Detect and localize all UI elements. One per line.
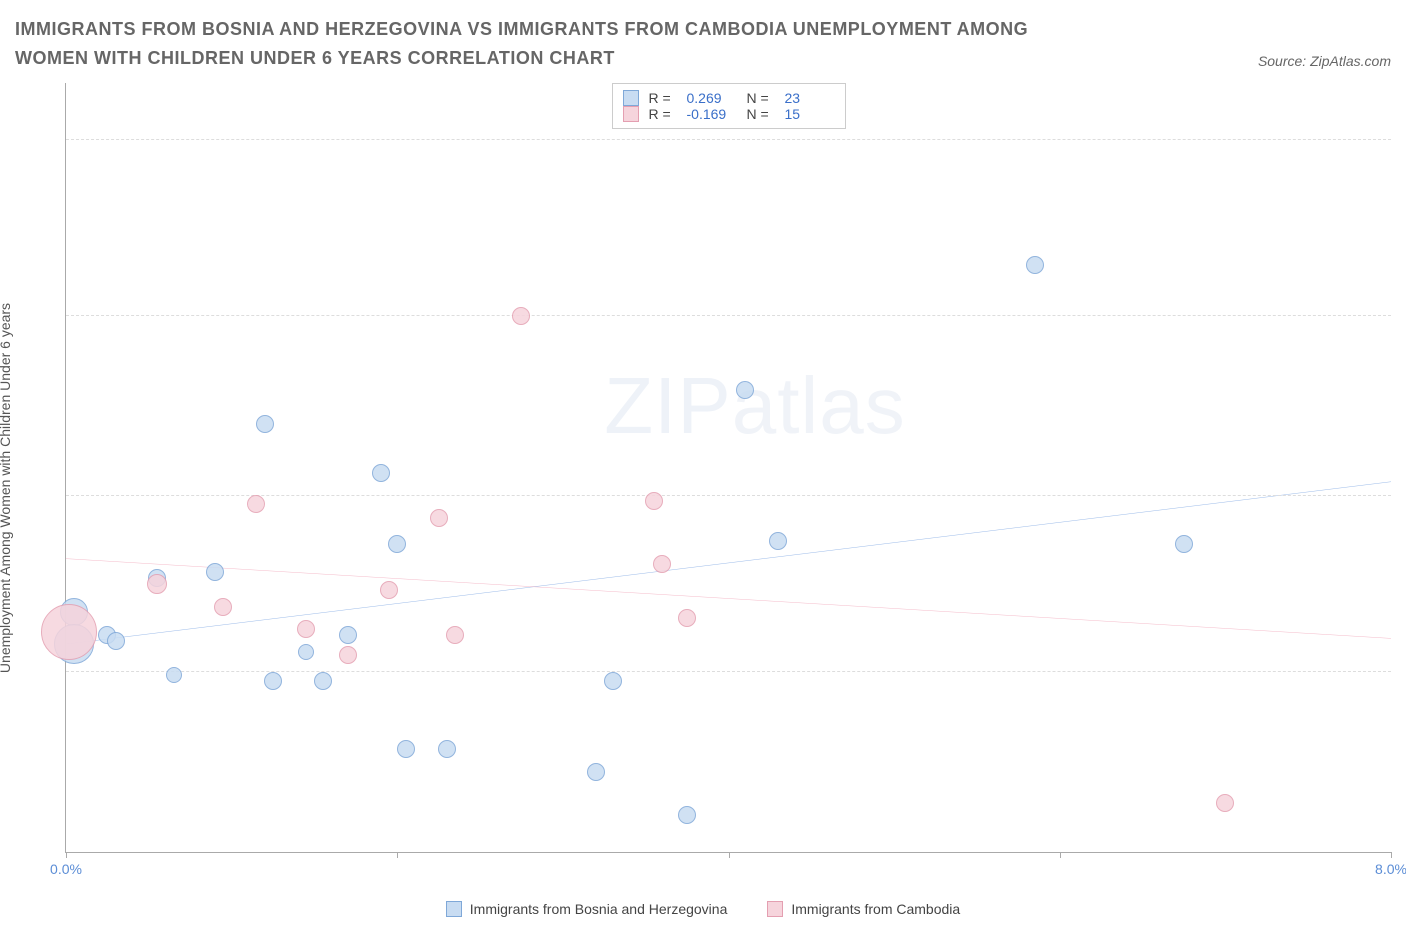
data-point-bosnia — [1026, 256, 1044, 274]
gridline — [66, 671, 1391, 672]
data-point-cambodia — [678, 609, 696, 627]
trend-line-cambodia — [66, 558, 1391, 638]
legend-swatch — [446, 901, 462, 917]
data-point-bosnia — [587, 763, 605, 781]
watermark: ZIPatlas — [604, 360, 905, 452]
x-tick — [1060, 852, 1061, 858]
data-point-bosnia — [166, 667, 182, 683]
legend-r-value: 0.269 — [687, 90, 737, 106]
legend-swatch — [623, 106, 639, 122]
x-tick-label: 8.0% — [1375, 861, 1406, 877]
scatter-plot-area: ZIPatlas R =0.269N =23R =-0.169N =15 6.3… — [65, 83, 1391, 853]
legend-r-value: -0.169 — [687, 106, 737, 122]
data-point-cambodia — [380, 581, 398, 599]
series-legend-item-bosnia: Immigrants from Bosnia and Herzegovina — [446, 901, 728, 917]
data-point-cambodia — [147, 574, 167, 594]
series-label: Immigrants from Cambodia — [791, 901, 960, 917]
x-tick — [729, 852, 730, 858]
data-point-bosnia — [604, 672, 622, 690]
data-point-bosnia — [107, 632, 125, 650]
legend-swatch — [623, 90, 639, 106]
source-attribution: Source: ZipAtlas.com — [1258, 53, 1391, 73]
data-point-bosnia — [298, 644, 314, 660]
chart-title: IMMIGRANTS FROM BOSNIA AND HERZEGOVINA V… — [15, 15, 1095, 73]
data-point-bosnia — [339, 626, 357, 644]
series-label: Immigrants from Bosnia and Herzegovina — [470, 901, 728, 917]
data-point-cambodia — [512, 307, 530, 325]
series-legend: Immigrants from Bosnia and Herzegovina Im… — [15, 901, 1391, 917]
legend-r-label: R = — [649, 90, 677, 106]
gridline — [66, 495, 1391, 496]
data-point-bosnia — [769, 532, 787, 550]
data-point-bosnia — [397, 740, 415, 758]
data-point-bosnia — [388, 535, 406, 553]
data-point-cambodia — [41, 604, 97, 660]
x-tick — [66, 852, 67, 858]
data-point-bosnia — [314, 672, 332, 690]
gridline — [66, 315, 1391, 316]
data-point-cambodia — [653, 555, 671, 573]
legend-row-cambodia: R = -0.169 N = 15 — [623, 106, 835, 122]
legend-swatch — [767, 901, 783, 917]
x-tick-label: 0.0% — [50, 861, 82, 877]
legend-n-label: N = — [747, 106, 775, 122]
x-tick — [1391, 852, 1392, 858]
data-point-cambodia — [339, 646, 357, 664]
legend-n-value: 23 — [785, 90, 835, 106]
x-tick — [397, 852, 398, 858]
legend-row-bosnia: R = 0.269 N = 23 — [623, 90, 835, 106]
data-point-bosnia — [678, 806, 696, 824]
data-point-cambodia — [297, 620, 315, 638]
data-point-bosnia — [256, 415, 274, 433]
legend-n-value: 15 — [785, 106, 835, 122]
correlation-legend: R = 0.269 N = 23 R = -0.169 N = 15 — [612, 83, 846, 129]
data-point-cambodia — [645, 492, 663, 510]
legend-r-label: R = — [649, 106, 677, 122]
data-point-cambodia — [247, 495, 265, 513]
data-point-cambodia — [446, 626, 464, 644]
data-point-bosnia — [1175, 535, 1193, 553]
data-point-bosnia — [736, 381, 754, 399]
series-legend-item-cambodia: Immigrants from Cambodia — [767, 901, 960, 917]
data-point-bosnia — [206, 563, 224, 581]
data-point-bosnia — [438, 740, 456, 758]
data-point-cambodia — [1216, 794, 1234, 812]
data-point-bosnia — [372, 464, 390, 482]
data-point-cambodia — [430, 509, 448, 527]
data-point-cambodia — [214, 598, 232, 616]
legend-n-label: N = — [747, 90, 775, 106]
y-axis-label: Unemployment Among Women with Children U… — [0, 303, 13, 673]
gridline — [66, 139, 1391, 140]
data-point-bosnia — [264, 672, 282, 690]
